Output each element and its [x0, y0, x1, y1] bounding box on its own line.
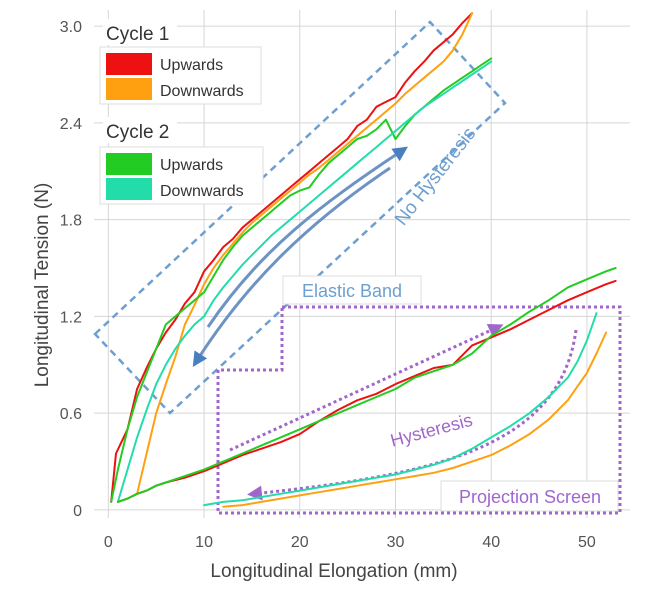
elastic-band-label: Elastic Band: [302, 281, 402, 301]
y-tick-label: 1.8: [60, 213, 82, 230]
legend-swatch: [106, 53, 152, 75]
no-hysteresis-arrow-up: [206, 146, 409, 328]
y-tick-label: 2.4: [60, 116, 82, 133]
hysteresis-arrow-up: [229, 323, 504, 452]
x-tick-label: 30: [387, 534, 405, 551]
y-axis-label: Longitudinal Tension (N): [32, 183, 53, 388]
axes: 0 10 20 30 40 50 0 0.6 1.2 1.8 2.4 3.0: [60, 19, 596, 551]
legend-entry-label: Downwards: [160, 83, 244, 100]
projection-screen-label-box: [440, 480, 619, 512]
legend-cycle-1: Cycle 1 Upwards Downwards: [99, 19, 262, 105]
legend-cycle-1-title: Cycle 1: [106, 24, 169, 45]
legend-swatch: [106, 178, 152, 200]
series-line-projection-screen: [222, 331, 608, 508]
x-tick-label: 50: [578, 534, 596, 551]
series-line-projection-screen: [203, 312, 598, 507]
elastic-band-label-box: [282, 275, 422, 305]
projection-screen-label: Projection Screen: [459, 487, 601, 507]
no-hysteresis-arrow-down: [192, 166, 391, 368]
legend-swatch: [106, 153, 152, 175]
legend-swatch: [106, 78, 152, 100]
legend-entry-label: Downwards: [160, 183, 244, 200]
series-line-projection-screen: [116, 267, 617, 503]
x-tick-label: 10: [195, 534, 213, 551]
y-tick-label: 1.2: [60, 309, 82, 326]
x-tick-label: 40: [482, 534, 500, 551]
legend-entry-label: Upwards: [160, 157, 223, 174]
y-tick-label: 0: [73, 503, 82, 520]
legend-entry-label: Upwards: [160, 57, 223, 74]
series-line-elastic-band: [136, 12, 474, 495]
data-series: [110, 12, 617, 508]
y-tick-label: 3.0: [60, 19, 82, 36]
series-line-elastic-band: [110, 12, 474, 503]
legend-cycle-2: Cycle 2 Upwards Downwards: [99, 117, 264, 205]
x-axis-label: Longitudinal Elongation (mm): [210, 561, 457, 582]
legend-cycle-2-title-bg: [103, 117, 177, 143]
hysteresis-region: [216, 305, 622, 515]
x-tick-label: 0: [104, 534, 113, 551]
y-tick-label: 0.6: [60, 406, 82, 423]
legend-cycle-1-title-bg: [103, 19, 177, 45]
legend: Cycle 1 Upwards Downwards Cycle 2 Upward…: [99, 19, 264, 205]
x-tick-label: 20: [291, 534, 309, 551]
series-line-elastic-band: [116, 60, 493, 503]
annotation-shapes: [93, 20, 622, 515]
no-hysteresis-region: [93, 20, 507, 415]
legend-cycle-2-title: Cycle 2: [106, 122, 169, 143]
